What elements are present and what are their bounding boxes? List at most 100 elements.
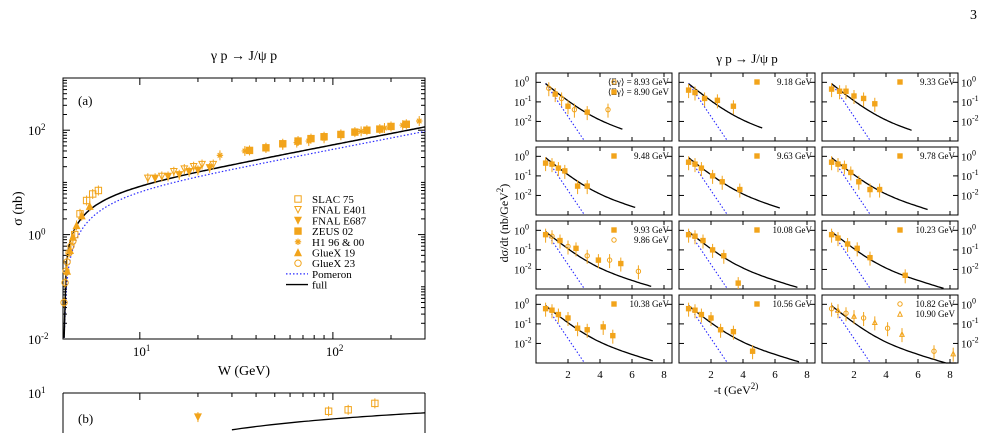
data-point-r	[709, 247, 716, 253]
y-tick-label-r-right: 10-2	[961, 187, 979, 202]
panel-legend-marker	[897, 79, 903, 85]
y-tick-label-r-left: 10-2	[514, 113, 532, 128]
data-point-r	[860, 315, 867, 321]
dsdt-panel: 9.78 GeV	[821, 146, 959, 216]
panel-energy-label: 9.33 GeV	[920, 77, 955, 87]
y-tick-label-r-left: 10-1	[514, 94, 532, 109]
panel-legend-marker	[611, 227, 617, 233]
data-point-r	[871, 319, 878, 326]
data-point-r	[685, 305, 692, 312]
data-point-a	[399, 121, 406, 129]
data-point-r	[867, 254, 873, 261]
y-tick-label-r-right: 10-1	[961, 168, 979, 183]
y-axis-label-a: σ (nb)	[11, 191, 26, 226]
panel-energy-label: 10.23 GeV	[916, 225, 956, 235]
data-point-r	[950, 350, 957, 357]
panel-energy-label: 10.90 GeV	[916, 309, 956, 319]
data-point-a	[279, 141, 286, 149]
data-point-r	[730, 328, 737, 335]
data-point-a	[151, 174, 160, 183]
data-point-a	[85, 201, 94, 210]
x-tick-label-r: 2	[565, 369, 571, 381]
data-point-r	[714, 97, 721, 104]
y-tick-label-r-left: 10-1	[514, 168, 532, 183]
data-point-r	[856, 179, 862, 185]
y-tick-label-r-right: 10-2	[961, 113, 979, 128]
legend-label-a: GlueX 23	[312, 258, 356, 270]
legend-marker-a	[293, 248, 303, 257]
dsdt-panel: 9.63 GeV	[678, 146, 816, 216]
y-tick-label-r-right: 100	[961, 148, 976, 163]
data-point-r	[552, 91, 558, 97]
data-point-a	[387, 122, 395, 131]
data-point-r	[685, 231, 692, 238]
x-tick-label-r: 6	[915, 369, 921, 381]
star-stroke	[416, 118, 422, 124]
full-curve-r	[688, 231, 798, 289]
y-tick-label-r-left: 10-2	[514, 335, 532, 350]
data-point-r	[737, 186, 743, 193]
data-point-r	[573, 245, 579, 252]
panel-legend-marker	[896, 310, 904, 317]
data-point-r	[584, 253, 590, 259]
pomeron-curve-r	[545, 230, 585, 289]
data-point-r	[854, 245, 860, 252]
data-point-r	[565, 243, 571, 250]
data-point-r	[584, 109, 590, 115]
page-number: 3	[970, 8, 977, 23]
legend-marker-a	[294, 227, 302, 235]
panel-legend-marker	[754, 79, 760, 85]
x-tick-label-r: 8	[804, 369, 810, 381]
data-point-b	[324, 407, 333, 415]
chart-title-a: γ p → J/ψ p	[210, 49, 277, 64]
data-point-a	[337, 132, 345, 139]
panel-energy-label: 10.08 GeV	[773, 225, 813, 235]
y-tick-label-a: 102	[28, 122, 46, 138]
data-point-a	[61, 278, 69, 287]
legend-label-a: FNAL E687	[312, 215, 367, 227]
data-point-a	[305, 137, 312, 145]
data-point-a	[60, 298, 68, 307]
data-point-a	[363, 126, 371, 134]
data-point-b	[371, 399, 379, 408]
data-point-r	[595, 257, 602, 263]
data-point-r	[836, 88, 843, 94]
y-tick-label-r-left: 100	[514, 222, 529, 237]
data-point-r	[872, 101, 878, 107]
data-point-r	[902, 272, 908, 279]
data-point-r	[558, 95, 565, 102]
y-tick-label-r-right: 100	[961, 296, 976, 311]
full-curve-r	[831, 83, 912, 131]
x-axis-label-r: -t (GeV2)	[714, 381, 758, 397]
data-point-r	[721, 253, 727, 259]
panel-energy-label: 9.86 GeV	[634, 235, 669, 245]
full-curve-r	[831, 305, 957, 364]
data-point-r	[730, 103, 737, 109]
data-point-r	[606, 257, 613, 263]
data-point-r	[828, 305, 835, 312]
data-point-a	[157, 172, 166, 181]
data-point-a	[307, 134, 315, 143]
panel-legend-marker	[611, 153, 617, 159]
data-point-r	[735, 280, 741, 286]
data-point-a	[320, 135, 328, 142]
legend-label-a: FNAL E401	[312, 205, 366, 217]
data-point-a	[82, 196, 91, 205]
y-tick-label-a: 10-2	[28, 331, 49, 347]
data-point-a	[175, 171, 184, 180]
data-point-r	[685, 159, 692, 165]
data-point-r	[557, 237, 563, 244]
legend-label-a: ZEUS 02	[312, 226, 353, 238]
data-point-r	[549, 307, 555, 313]
pomeron-curve-r	[545, 82, 585, 141]
data-point-r	[931, 348, 937, 354]
x-tick-label-r: 2	[851, 369, 857, 381]
star-stroke	[280, 142, 286, 148]
y-tick-label-r-right: 10-1	[961, 94, 979, 109]
data-point-a	[193, 166, 202, 175]
data-point-r	[884, 325, 891, 331]
legend-marker-a	[293, 206, 303, 215]
data-point-a	[65, 249, 73, 257]
full-curve-r	[545, 157, 636, 209]
